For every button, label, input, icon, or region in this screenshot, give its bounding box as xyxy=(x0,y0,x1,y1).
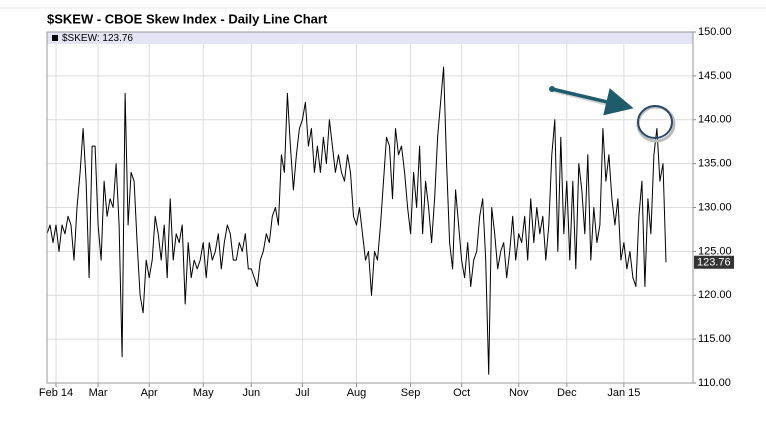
y-tick-label: 120.00 xyxy=(698,289,732,301)
x-tick-label: Feb 14 xyxy=(39,387,73,399)
arrow xyxy=(551,87,634,116)
x-tick-label: Aug xyxy=(347,387,367,399)
legend-text: $SKEW: 123.76 xyxy=(62,33,133,44)
y-tick-label: 110.00 xyxy=(698,377,731,389)
chart-title: $SKEW - CBOE Skew Index - Daily Line Cha… xyxy=(47,11,328,26)
x-tick-label: Apr xyxy=(141,387,158,399)
annotation xyxy=(549,86,676,143)
x-tick-label: Nov xyxy=(509,387,529,399)
series-line xyxy=(46,66,667,375)
y-tick-label: 115.00 xyxy=(698,333,731,345)
grid xyxy=(47,31,696,387)
last-value: 123.76 xyxy=(694,255,734,269)
plot-border xyxy=(46,31,694,384)
plot xyxy=(46,66,667,375)
x-tick-label: Dec xyxy=(557,387,577,399)
x-tick-label: Jul xyxy=(295,387,309,399)
y-tick-label: 150.00 xyxy=(698,26,732,38)
x-tick-label: Mar xyxy=(89,387,108,399)
last-value-box xyxy=(694,255,734,269)
y-tick-label: 140.00 xyxy=(698,114,732,126)
y-tick-label: 130.00 xyxy=(698,201,732,213)
x-tick-label: Jun xyxy=(242,387,260,399)
legend-swatch xyxy=(52,35,58,41)
x-tick-label: Oct xyxy=(453,387,470,399)
x-tick-label: May xyxy=(193,387,214,399)
y-tick-label: 135.00 xyxy=(698,158,732,170)
x-tick-label: Jan 15 xyxy=(607,387,640,399)
arrow-dot xyxy=(549,86,555,92)
last-value-label: 123.76 xyxy=(697,257,731,269)
legend-band xyxy=(47,32,693,44)
x-tick-label: Sep xyxy=(401,387,421,399)
y-tick-label: 125.00 xyxy=(698,245,732,257)
y-tick-label: 145.00 xyxy=(698,70,732,82)
highlight-circle xyxy=(637,105,673,139)
